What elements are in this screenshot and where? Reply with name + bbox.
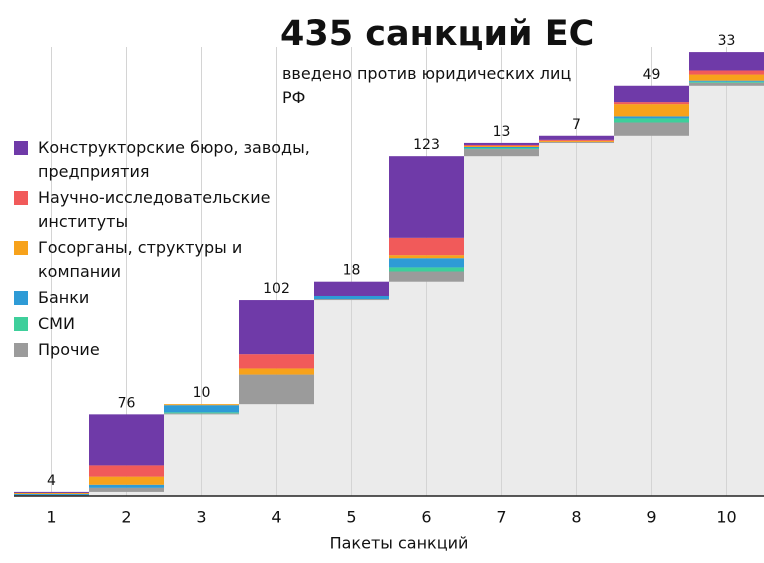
total-label: 4 bbox=[47, 473, 56, 489]
bar-segment bbox=[389, 156, 464, 238]
total-label: 13 bbox=[493, 124, 511, 140]
x-tick-label: 4 bbox=[271, 508, 281, 527]
bar-segment bbox=[464, 147, 539, 149]
bar-segment bbox=[89, 465, 164, 477]
x-tick-label: 9 bbox=[646, 508, 656, 527]
bar-segment bbox=[464, 144, 539, 146]
bar-segment bbox=[164, 413, 239, 415]
bar-segment bbox=[539, 141, 614, 143]
x-tick-label: 7 bbox=[496, 508, 506, 527]
legend-item: Банки bbox=[14, 286, 314, 310]
bar-segment bbox=[689, 80, 764, 82]
total-label: 10 bbox=[193, 385, 211, 401]
bar-segment bbox=[539, 140, 614, 142]
bar-segment bbox=[464, 149, 539, 157]
legend-label: Научно-исследовательские институты bbox=[38, 188, 271, 231]
total-label: 7 bbox=[572, 117, 581, 133]
bar-segment bbox=[464, 142, 539, 145]
bar-segment bbox=[689, 70, 764, 75]
bar-segment bbox=[314, 299, 389, 301]
total-label: 76 bbox=[118, 395, 136, 411]
bar-segment bbox=[614, 116, 689, 119]
legend-label: Госорганы, структуры и компании bbox=[38, 238, 243, 281]
legend-item: Научно-исследовательские институты bbox=[14, 186, 314, 234]
total-label: 49 bbox=[643, 67, 661, 83]
bar-segment bbox=[614, 104, 689, 117]
bar-segment bbox=[389, 255, 464, 259]
bar-segment bbox=[239, 354, 314, 369]
bar-segment bbox=[389, 271, 464, 282]
bar-segment bbox=[14, 493, 89, 495]
total-label: 33 bbox=[718, 33, 736, 49]
bar-segment bbox=[614, 122, 689, 136]
bar-segment bbox=[689, 52, 764, 71]
x-tick-label: 2 bbox=[121, 508, 131, 527]
bar-segment bbox=[89, 414, 164, 466]
bar-segment bbox=[14, 492, 89, 494]
bar-segment bbox=[389, 258, 464, 268]
total-label: 18 bbox=[343, 263, 361, 279]
total-label: 123 bbox=[413, 137, 440, 153]
legend-swatch bbox=[14, 241, 28, 255]
bar-segment bbox=[464, 145, 539, 148]
bar-segment bbox=[164, 412, 239, 414]
bar-segment bbox=[389, 267, 464, 272]
legend-swatch bbox=[14, 291, 28, 305]
bar-segment bbox=[689, 82, 764, 86]
legend-item: Прочие bbox=[14, 338, 314, 362]
x-tick-label: 10 bbox=[716, 508, 736, 527]
legend-item: Конструкторские бюро, заводы, предприяти… bbox=[14, 136, 314, 184]
bar-segment bbox=[239, 374, 314, 405]
x-tick-label: 8 bbox=[571, 508, 581, 527]
legend-label: Прочие bbox=[38, 340, 100, 359]
legend-swatch bbox=[14, 343, 28, 357]
bar-segment bbox=[164, 405, 239, 413]
legend-label: Банки bbox=[38, 288, 90, 307]
x-tick-label: 5 bbox=[346, 508, 356, 527]
legend-swatch bbox=[14, 141, 28, 155]
x-tick-label: 3 bbox=[196, 508, 206, 527]
legend-swatch bbox=[14, 317, 28, 331]
bar-segment bbox=[314, 281, 389, 296]
legend-item: СМИ bbox=[14, 312, 314, 336]
bar-segment bbox=[389, 237, 464, 256]
bar-segment bbox=[89, 476, 164, 485]
bar-segment bbox=[614, 118, 689, 123]
bar-segment bbox=[89, 484, 164, 488]
x-axis-label: Пакеты санкций bbox=[330, 534, 469, 553]
x-tick-label: 6 bbox=[421, 508, 431, 527]
bar-segment bbox=[689, 81, 764, 83]
bar-segment bbox=[239, 368, 314, 375]
chart-subtitle: введено против юридических лиц РФ bbox=[282, 64, 572, 107]
bar-segment bbox=[689, 74, 764, 81]
bar-segment bbox=[614, 85, 689, 103]
bar-segment bbox=[464, 148, 539, 150]
total-label: 102 bbox=[263, 281, 290, 297]
chart-title: 435 санкций ЕС bbox=[280, 14, 595, 54]
bar-segment bbox=[539, 139, 614, 141]
legend-swatch bbox=[14, 191, 28, 205]
bar-segment bbox=[164, 404, 239, 406]
bar-segment bbox=[614, 102, 689, 105]
x-tick-label: 1 bbox=[46, 508, 56, 527]
legend-label: СМИ bbox=[38, 314, 75, 333]
bar-segment bbox=[314, 295, 389, 300]
bar-segment bbox=[239, 300, 314, 355]
bar-segment bbox=[14, 491, 89, 493]
legend-item: Госорганы, структуры и компании bbox=[14, 236, 314, 284]
bar-segment bbox=[89, 487, 164, 492]
bar-segment bbox=[539, 135, 614, 140]
legend-label: Конструкторские бюро, заводы, предприяти… bbox=[38, 138, 310, 181]
legend: Конструкторские бюро, заводы, предприяти… bbox=[14, 136, 314, 364]
